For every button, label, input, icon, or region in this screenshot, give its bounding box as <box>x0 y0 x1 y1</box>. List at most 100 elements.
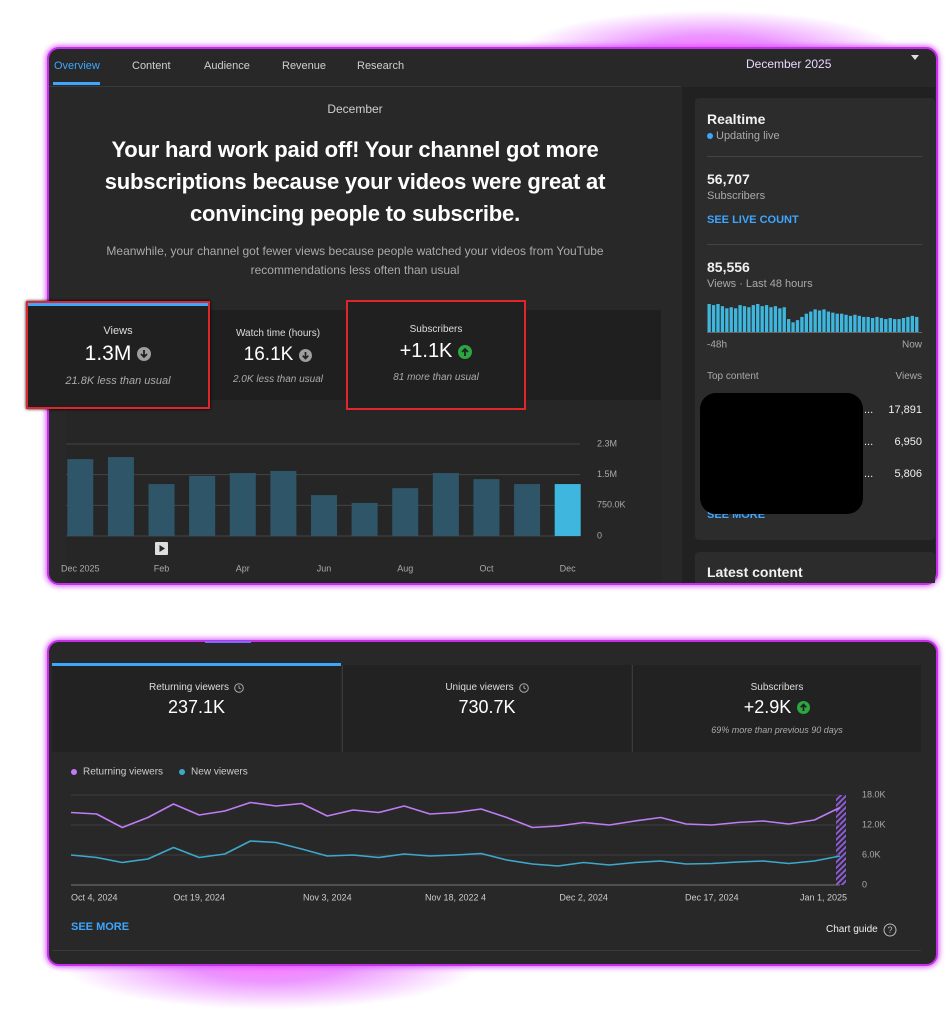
bar <box>729 307 733 332</box>
x-tick-label: Feb <box>154 563 170 573</box>
tab[interactable]: Audience <box>204 60 250 72</box>
bar <box>875 316 879 332</box>
bar <box>800 316 804 332</box>
y-tick-label: 0 <box>597 530 602 540</box>
x-tick-label: Now <box>902 340 923 351</box>
bar <box>826 311 831 332</box>
bar <box>311 495 337 536</box>
bar <box>554 484 581 536</box>
x-tick-label: Dec 17, 2024 <box>685 892 739 902</box>
bar <box>897 319 901 332</box>
bar <box>778 308 782 332</box>
legend-marker <box>179 769 186 775</box>
bar <box>915 316 919 332</box>
bar <box>756 304 760 332</box>
legend-label: Returning viewers <box>83 767 163 778</box>
audience-label: Unique viewers <box>445 682 514 693</box>
audience-label-row: Unique viewers <box>343 682 631 693</box>
legend-label: New viewers <box>191 767 248 778</box>
metric-label: Watch time (hours) <box>235 328 321 339</box>
tab[interactable]: Revenue <box>282 60 327 72</box>
metric-note: 81 more than usual <box>393 372 479 383</box>
x-tick-label: Oct 19, 2024 <box>173 892 225 902</box>
metric-note: 2.0K less than usual <box>232 374 324 385</box>
line <box>70 840 841 867</box>
bar <box>795 320 800 332</box>
metric-card[interactable]: Views 1.3M 21.8K less than usual <box>26 301 210 409</box>
x-tick-label: Dec 2025 <box>61 563 100 573</box>
bar <box>514 484 541 536</box>
y-tick-label: 18.0K <box>862 789 886 799</box>
bar <box>392 488 419 536</box>
bar <box>870 318 875 332</box>
selected-indicator <box>28 303 208 306</box>
top-content-title[interactable]: ... <box>864 436 874 448</box>
audience-card[interactable]: Subscribers +2.9K 69% more than previous… <box>632 665 921 752</box>
bar <box>751 305 755 332</box>
bar <box>844 314 848 332</box>
audience-card[interactable]: Returning viewers 237.1K <box>52 663 341 752</box>
up-icon <box>797 701 811 714</box>
bar <box>747 307 751 332</box>
down-icon <box>299 348 313 362</box>
see-live-count[interactable]: SEE LIVE COUNT <box>707 214 799 226</box>
period-selector[interactable]: December 2025 <box>746 57 832 71</box>
bar <box>848 315 853 332</box>
audience-value: +2.9K <box>743 697 792 717</box>
audience-value: 237.1K <box>167 697 226 717</box>
top-content-title[interactable]: ... <box>864 404 874 416</box>
bar <box>707 304 711 332</box>
audience-label-row: Returning viewers <box>52 682 341 693</box>
metric-card[interactable]: Watch time (hours) 16.1K 2.0K less than … <box>210 310 346 400</box>
tab[interactable]: Content <box>132 60 171 72</box>
legend-marker <box>71 769 77 775</box>
tab[interactable]: Research <box>357 60 405 72</box>
subscriber-count: 56,707 <box>707 171 750 187</box>
selected-indicator <box>52 663 341 666</box>
metric-note: 21.8K less than usual <box>65 375 171 387</box>
info-icon <box>234 682 244 693</box>
summary-headline: Your hard work paid off! Your channel go… <box>104 137 606 226</box>
bar <box>822 309 826 332</box>
bar <box>817 310 822 332</box>
bar <box>879 318 884 332</box>
x-tick-label: Dec 2, 2024 <box>559 892 608 902</box>
dropdown-arrow <box>911 55 919 60</box>
metric-value-row: 1.3M <box>28 342 208 366</box>
bar <box>432 473 459 536</box>
bar <box>840 313 844 332</box>
audience-label: Returning viewers <box>148 682 230 693</box>
audience-label: Subscribers <box>750 682 804 693</box>
bar <box>835 313 839 332</box>
bar <box>711 305 716 332</box>
y-tick-label: 12.0K <box>862 819 886 829</box>
divider <box>52 950 921 951</box>
bar <box>769 307 773 332</box>
bar <box>760 306 764 332</box>
top-content-title[interactable]: ... <box>864 468 874 480</box>
metric-card[interactable]: Subscribers +1.1K 81 more than usual <box>346 300 526 410</box>
chart-guide[interactable]: Chart guide <box>826 924 878 935</box>
play-button[interactable] <box>155 542 168 555</box>
bar <box>67 459 94 536</box>
scroll-indicator <box>205 641 251 643</box>
bar <box>809 311 813 332</box>
up-icon <box>458 344 473 359</box>
bar <box>229 473 256 536</box>
see-more[interactable]: SEE MORE <box>71 921 130 933</box>
help-icon: ? <box>883 923 897 937</box>
svg-text:?: ? <box>887 925 892 935</box>
bar <box>910 315 914 332</box>
redaction <box>700 393 863 514</box>
bar <box>270 470 297 536</box>
tab[interactable]: Overview <box>54 60 100 72</box>
audience-card[interactable]: Unique viewers 730.7K <box>342 665 631 752</box>
bar <box>893 319 897 332</box>
bar <box>189 475 216 536</box>
bar <box>764 305 769 332</box>
bar <box>720 306 725 332</box>
bar <box>773 306 778 332</box>
bar <box>853 314 857 332</box>
